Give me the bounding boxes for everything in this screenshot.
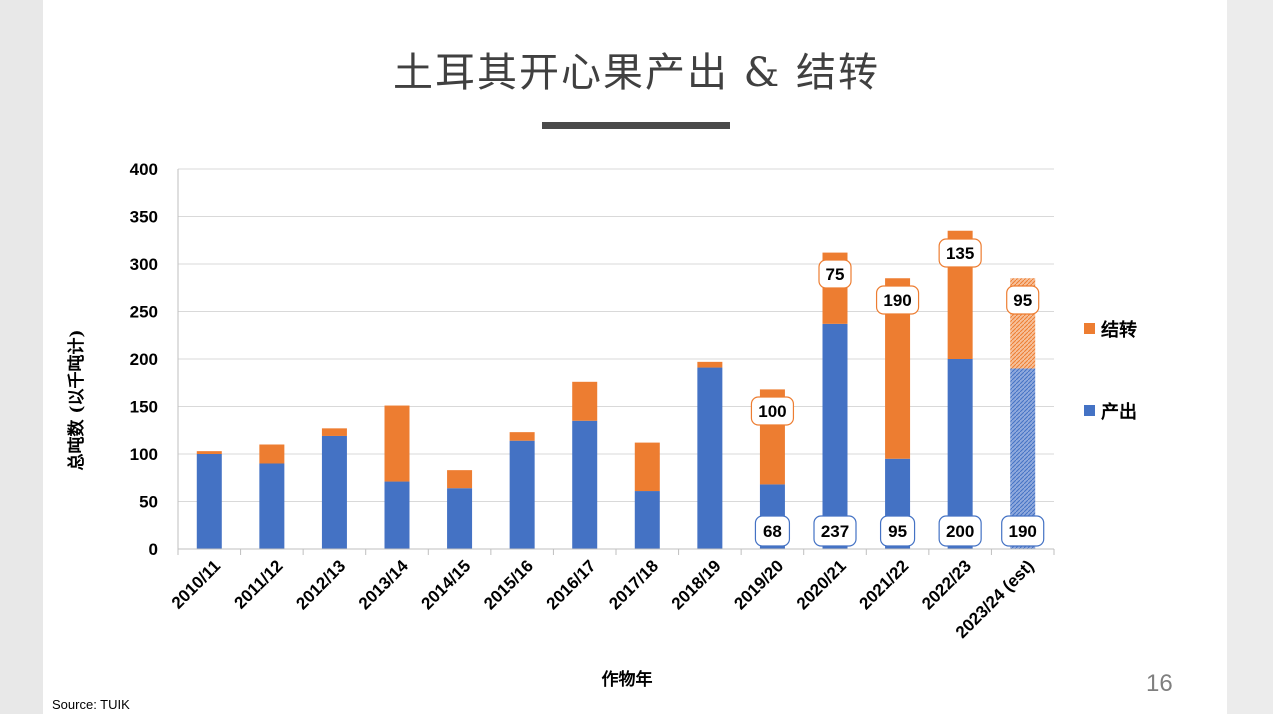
production-label-box bbox=[813, 515, 857, 547]
source-note: Source: TUIK bbox=[52, 697, 130, 712]
production-label-box bbox=[879, 515, 916, 547]
production-data-label: 237 bbox=[821, 522, 849, 541]
bar-carryover bbox=[634, 442, 660, 492]
bar-production bbox=[321, 435, 347, 549]
y-axis-ticks: 0 50 100 150 200 250 300 350 400 bbox=[130, 160, 158, 559]
x-tick-label: 2011/12 bbox=[230, 556, 286, 612]
carryover-label-box bbox=[875, 285, 920, 315]
x-tick-label: 2017/18 bbox=[605, 556, 662, 613]
production-data-label: 190 bbox=[1009, 522, 1037, 541]
right-margin-bar bbox=[1227, 0, 1273, 714]
x-tick-label: 2010/11 bbox=[168, 556, 224, 612]
y-axis-title: 总吨数 (以千吨计) bbox=[66, 329, 87, 470]
slide-title: 土耳其开心果产出 & 结转 bbox=[392, 50, 881, 96]
x-tick-label: 2014/15 bbox=[418, 556, 475, 613]
x-tick-label: 2019/20 bbox=[730, 556, 787, 613]
bar-production bbox=[384, 481, 410, 549]
bar-carryover bbox=[509, 432, 535, 441]
x-tick-label: 2016/17 bbox=[543, 556, 600, 613]
legend-label: 结转 bbox=[1101, 319, 1137, 341]
x-tick-label: 2022/23 bbox=[918, 556, 975, 613]
carryover-data-label: 95 bbox=[1013, 291, 1032, 310]
y-tick-label: 400 bbox=[130, 160, 158, 179]
carryover-label-box bbox=[818, 259, 852, 289]
y-tick-label: 50 bbox=[139, 493, 158, 512]
x-tick-label: 2020/21 bbox=[793, 556, 850, 613]
carryover-label-box bbox=[750, 396, 795, 426]
bar-production bbox=[196, 454, 222, 549]
bar-carryover bbox=[447, 470, 473, 489]
production-label-box bbox=[1001, 515, 1045, 547]
x-axis bbox=[177, 169, 1055, 555]
bar-production bbox=[822, 323, 848, 549]
x-tick-label: 2021/22 bbox=[856, 556, 913, 613]
y-tick-label: 100 bbox=[130, 445, 158, 464]
bar-carryover bbox=[572, 381, 598, 421]
bar-carryover bbox=[384, 405, 410, 482]
carryover-data-label: 100 bbox=[758, 402, 786, 421]
x-tick-label: 2013/14 bbox=[355, 556, 412, 613]
carryover-data-label: 75 bbox=[826, 265, 845, 284]
data-labels: 68 100 237 75 95 190 200 135 190 95 bbox=[750, 238, 1045, 547]
x-axis-ticks: 2010/11 2011/12 2012/13 2013/14 2014/15 2015/… bbox=[168, 556, 1038, 642]
legend-swatch bbox=[1084, 405, 1095, 416]
y-tick-label: 200 bbox=[130, 350, 158, 369]
y-tick-label: 150 bbox=[130, 398, 158, 417]
y-tick-label: 350 bbox=[130, 208, 158, 227]
carryover-label-box bbox=[938, 238, 982, 268]
bar-production bbox=[634, 491, 660, 549]
carryover-data-label: 190 bbox=[883, 291, 911, 310]
bar-carryover bbox=[259, 444, 285, 464]
bar-carryover bbox=[321, 428, 347, 436]
production-data-label: 95 bbox=[888, 522, 907, 541]
bar-carryover bbox=[196, 451, 222, 454]
production-data-label: 68 bbox=[763, 522, 782, 541]
bar-production bbox=[572, 420, 598, 549]
bar-carryover bbox=[697, 361, 723, 368]
production-data-label: 200 bbox=[946, 522, 974, 541]
x-tick-label: 2018/19 bbox=[668, 556, 725, 613]
page-number: 16 bbox=[1146, 670, 1173, 697]
y-tick-label: 300 bbox=[130, 255, 158, 274]
bar-production bbox=[697, 367, 723, 549]
carryover-data-label: 135 bbox=[946, 244, 974, 263]
production-label-box bbox=[754, 515, 791, 547]
bar-production bbox=[447, 488, 473, 549]
legend-label: 产出 bbox=[1101, 401, 1137, 423]
production-label-box bbox=[938, 515, 982, 547]
y-tick-label: 250 bbox=[130, 303, 158, 322]
carryover-label-box bbox=[1006, 285, 1040, 315]
title-underline bbox=[542, 122, 730, 129]
bar-production bbox=[259, 463, 285, 549]
x-tick-label: 2015/16 bbox=[480, 556, 537, 613]
bar-production bbox=[509, 440, 535, 549]
gridlines bbox=[178, 168, 1054, 502]
x-axis-title: 作物年 bbox=[602, 669, 653, 690]
x-tick-label: 2012/13 bbox=[292, 556, 349, 613]
y-tick-label: 0 bbox=[149, 540, 158, 559]
legend-swatch bbox=[1084, 323, 1095, 334]
